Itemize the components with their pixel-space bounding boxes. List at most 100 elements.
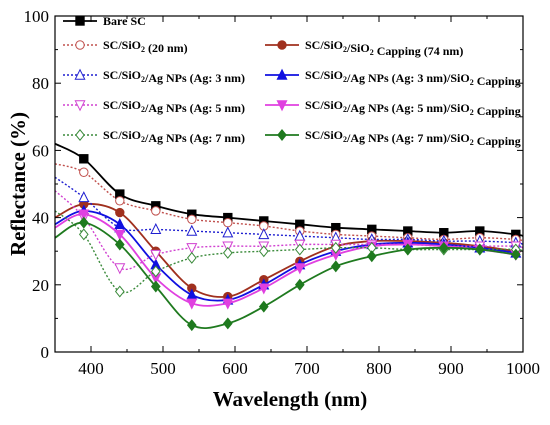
legend-marker <box>75 129 85 141</box>
y-tick-label: 40 <box>32 209 49 228</box>
data-point-3-3 <box>115 207 125 218</box>
legend-marker <box>276 68 288 80</box>
legend-label-part: 2 <box>470 78 474 87</box>
data-point-7-2 <box>78 209 90 221</box>
data-point-8-8 <box>294 243 305 256</box>
series-line-4 <box>55 176 523 246</box>
data-point-9-7 <box>258 300 269 313</box>
x-tick-label: 600 <box>222 359 248 378</box>
legend-entry-9: SC/SiO2/Ag NPs (Ag: 7 nm)/SiO2 Capping <box>265 128 521 148</box>
legend-label-part: SC/SiO <box>305 128 343 142</box>
legend-label-part: SC/SiO <box>103 98 141 112</box>
data-point-9-8 <box>294 278 305 291</box>
legend-label-part: SC/SiO <box>103 68 141 82</box>
y-tick-label: 100 <box>24 7 50 26</box>
series-7 <box>55 209 522 310</box>
data-point-4-4 <box>150 223 162 235</box>
series-line-1 <box>55 142 523 237</box>
legend-label: SC/SiO2/Ag NPs (Ag: 5 nm)/SiO2 Capping <box>305 98 521 118</box>
legend-label-part: 2 <box>343 45 347 54</box>
data-point-9-10 <box>366 250 377 263</box>
data-point-9-3 <box>114 238 125 251</box>
series-9 <box>55 216 521 332</box>
data-point-9-12 <box>438 241 449 254</box>
data-point-1-2 <box>79 154 89 164</box>
x-tick-label: 1000 <box>506 359 540 378</box>
data-point-6-4 <box>150 249 162 261</box>
legend-label: Bare SC <box>103 14 146 28</box>
data-point-8-9 <box>330 241 341 254</box>
legend-label: SC/SiO2/Ag NPs (Ag: 5 nm) <box>103 98 245 115</box>
data-point-6-6 <box>222 241 234 253</box>
legend-label-part: /SiO <box>346 41 370 55</box>
legend-label: SC/SiO2/Ag NPs (Ag: 3 nm)/SiO2 Capping <box>305 68 521 88</box>
series-line-6 <box>55 190 523 271</box>
x-axis-title: Wavelength (nm) <box>213 387 368 411</box>
legend-label-part: 2 <box>141 45 145 54</box>
data-point-7-3 <box>114 229 126 241</box>
data-point-9-2 <box>78 216 89 229</box>
legend-entry-7: SC/SiO2/Ag NPs (Ag: 5 nm)/SiO2 Capping <box>265 98 521 118</box>
legend-label-part: 2 <box>343 135 347 144</box>
data-point-9-9 <box>330 260 341 273</box>
x-tick-label: 400 <box>78 359 104 378</box>
legend-label-part: SC/SiO <box>103 128 141 142</box>
legend-entry-8: SC/SiO2/Ag NPs (Ag: 7 nm) <box>63 128 245 145</box>
legend-marker <box>276 100 288 112</box>
legend-marker <box>74 68 86 80</box>
x-tick-label: 700 <box>294 359 320 378</box>
series-4 <box>55 176 523 248</box>
legend-label-part: Bare SC <box>103 14 146 28</box>
legend-label-part: SC/SiO <box>305 68 343 82</box>
legend-label-part: 2 <box>141 135 145 144</box>
legend-entry-4: SC/SiO2/Ag NPs (Ag: 3 nm) <box>63 68 245 85</box>
data-point-4-7 <box>258 228 270 240</box>
legend-entry-2: SC/SiO2 (20 nm) <box>63 38 188 55</box>
y-tick-label: 80 <box>32 74 49 93</box>
x-tick-label: 500 <box>150 359 176 378</box>
data-point-9-13 <box>474 243 485 256</box>
data-point-4-5 <box>186 224 198 236</box>
legend-label-part: 2 <box>470 108 474 117</box>
series-5 <box>55 204 522 305</box>
legend-label: SC/SiO2 (20 nm) <box>103 38 188 55</box>
legend-label-part: 2 <box>470 138 474 147</box>
legend-label-part: /Ag NPs (Ag: 7 nm)/SiO <box>346 131 470 145</box>
data-point-6-5 <box>186 243 198 255</box>
legend-label-part: 2 <box>370 48 374 57</box>
legend-marker <box>74 100 86 112</box>
data-point-2-5 <box>187 214 197 224</box>
plot-frame <box>54 15 524 353</box>
legend-entry-1: Bare SC <box>63 14 146 28</box>
data-point-8-7 <box>258 245 269 258</box>
y-tick-label: 60 <box>32 141 49 160</box>
legend-label-part: Capping <box>474 104 521 118</box>
data-point-8-2 <box>78 228 89 241</box>
legend-entry-6: SC/SiO2/Ag NPs (Ag: 5 nm) <box>63 98 245 115</box>
data-point-8-6 <box>222 246 233 259</box>
legend-label-part: /Ag NPs (Ag: 7 nm) <box>144 131 245 145</box>
legend-label-part: SC/SiO <box>305 38 343 52</box>
series-line-2 <box>55 163 523 242</box>
data-point-9-5 <box>186 319 197 332</box>
legend-label: SC/SiO2/SiO2 Capping (74 nm) <box>305 38 463 58</box>
y-tick-label: 20 <box>32 276 49 295</box>
y-tick-label: 0 <box>41 343 50 362</box>
legend-label-part: Capping (74 nm) <box>374 44 464 58</box>
legend-label-part: /Ag NPs (Ag: 5 nm) <box>144 101 245 115</box>
x-tick-label: 900 <box>438 359 464 378</box>
data-point-2-2 <box>79 167 89 177</box>
series-1 <box>55 142 523 240</box>
axes-layer: 400 500 600 700 800 900 1000 0 20 40 60 80 100 <box>24 7 541 378</box>
data-point-7-8 <box>294 263 306 275</box>
data-point-7-5 <box>186 298 198 310</box>
legend-label-part: 2 <box>343 75 347 84</box>
legend-label-part: /Ag NPs (Ag: 3 nm) <box>144 71 245 85</box>
data-point-7-6 <box>222 298 234 310</box>
data-point-6-3 <box>114 263 126 275</box>
legend-marker <box>277 129 287 141</box>
legend-entry-3: SC/SiO2/SiO2 Capping (74 nm) <box>265 38 463 58</box>
data-point-9-4 <box>150 280 161 293</box>
